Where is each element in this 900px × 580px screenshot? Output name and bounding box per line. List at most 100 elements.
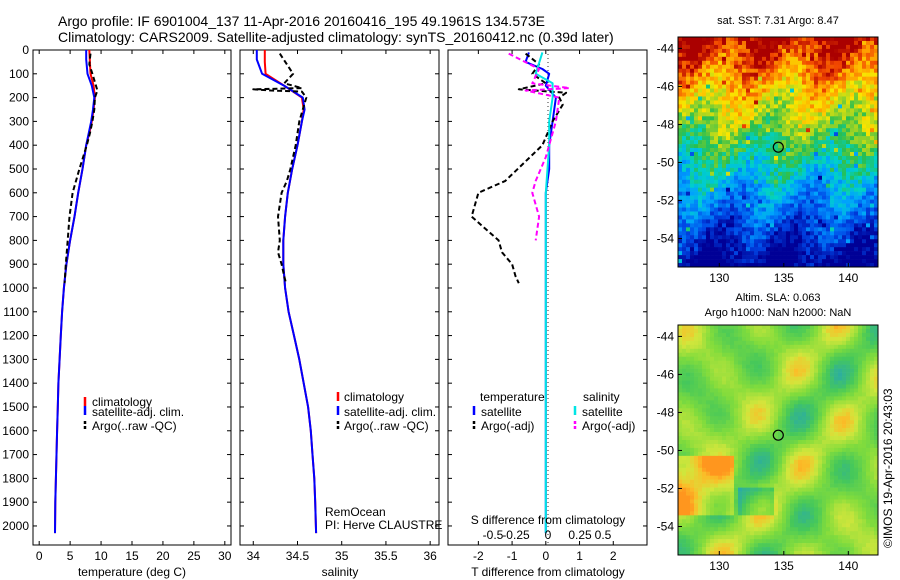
map-cell: [770, 239, 775, 244]
map-cell: [798, 420, 803, 425]
map-cell: [730, 116, 735, 121]
map-cell: [698, 344, 703, 350]
map-cell: [758, 203, 763, 208]
map-cell: [754, 76, 759, 81]
map-cell: [766, 144, 771, 149]
map-cell: [830, 459, 835, 465]
map-cell: [782, 455, 787, 461]
map-cell: [746, 68, 751, 73]
map-cell: [862, 368, 867, 373]
map-cell: [834, 336, 839, 342]
map-cell: [742, 215, 747, 220]
map-cell: [814, 195, 819, 200]
map-cell: [766, 231, 771, 236]
map-cell: [762, 128, 767, 133]
map-cell: [854, 175, 859, 181]
map-cell: [698, 416, 703, 421]
map-cell: [754, 199, 759, 204]
map-cell: [678, 396, 683, 401]
map-cell: [718, 183, 723, 188]
map-cell: [830, 332, 835, 338]
map-cell: [738, 356, 743, 361]
map-cell: [834, 132, 839, 137]
map-cell: [870, 443, 875, 449]
map-cell: [702, 92, 707, 97]
map-cell: [806, 48, 811, 54]
map-cell: [734, 396, 739, 401]
map-cell: [718, 144, 723, 149]
map-cell: [826, 167, 831, 173]
map-cell: [726, 368, 731, 373]
map-cell: [718, 400, 723, 405]
map-cell: [842, 356, 847, 361]
map-cell: [866, 360, 871, 365]
map-cell: [742, 100, 747, 105]
map-cell: [802, 432, 807, 437]
map-cell: [822, 436, 827, 441]
map-cell: [858, 247, 863, 252]
map-cell: [846, 40, 851, 46]
map-cell: [842, 239, 847, 244]
map-cell: [702, 48, 707, 54]
map-cell: [862, 120, 867, 125]
map-cell: [750, 247, 755, 252]
depth-tick-label: 1400: [2, 376, 29, 390]
map-cell: [702, 368, 707, 373]
map-cell: [810, 167, 815, 173]
map-cell: [822, 231, 827, 236]
map-cell: [862, 231, 867, 236]
map-cell: [806, 235, 811, 240]
map-cell: [706, 52, 711, 58]
map-cell: [690, 64, 695, 70]
map-cell: [806, 368, 811, 373]
map-cell: [866, 155, 871, 161]
map-cell: [830, 436, 835, 441]
map-cell: [818, 211, 823, 216]
map-cell: [706, 432, 711, 437]
map-cell: [814, 100, 819, 105]
map-cell: [770, 44, 775, 50]
map-cell: [746, 451, 751, 457]
map-cell: [690, 155, 695, 161]
map-cell: [858, 112, 863, 117]
map-cell: [742, 239, 747, 244]
map-cell: [718, 211, 723, 216]
map-cell: [690, 348, 695, 354]
map-cell: [686, 80, 691, 85]
map-cell: [822, 400, 827, 405]
map-cell: [810, 199, 815, 204]
map-cell: [746, 388, 751, 393]
map-cell: [706, 56, 711, 62]
map-cell: [858, 235, 863, 240]
map-cell: [754, 428, 759, 433]
map-cell: [734, 352, 739, 358]
map-cell: [810, 239, 815, 244]
map-cell: [678, 124, 683, 129]
map-cell: [694, 68, 699, 73]
map-cell: [686, 100, 691, 105]
map-cell: [694, 52, 699, 58]
map-cell: [702, 447, 707, 453]
map-cell: [774, 108, 779, 113]
map-cell: [742, 388, 747, 393]
map-cell: [770, 207, 775, 212]
map-cell: [842, 44, 847, 50]
map-cell: [778, 396, 783, 401]
map-cell: [850, 372, 855, 377]
map-cell: [834, 408, 839, 413]
map-cell: [834, 432, 839, 437]
map-cell: [762, 356, 767, 361]
series-line-salinity-satellite: [534, 52, 554, 534]
map-cell: [814, 64, 819, 70]
map-cell: [702, 247, 707, 252]
map-cell: [870, 368, 875, 373]
map-cell: [714, 344, 719, 350]
map-cell: [750, 88, 755, 93]
map-cell: [830, 392, 835, 397]
map-cell: [690, 344, 695, 350]
map-cell: [794, 352, 799, 358]
map-cell: [754, 179, 759, 185]
map-cell: [734, 432, 739, 437]
map-cell: [858, 68, 863, 73]
map-cell: [770, 155, 775, 161]
